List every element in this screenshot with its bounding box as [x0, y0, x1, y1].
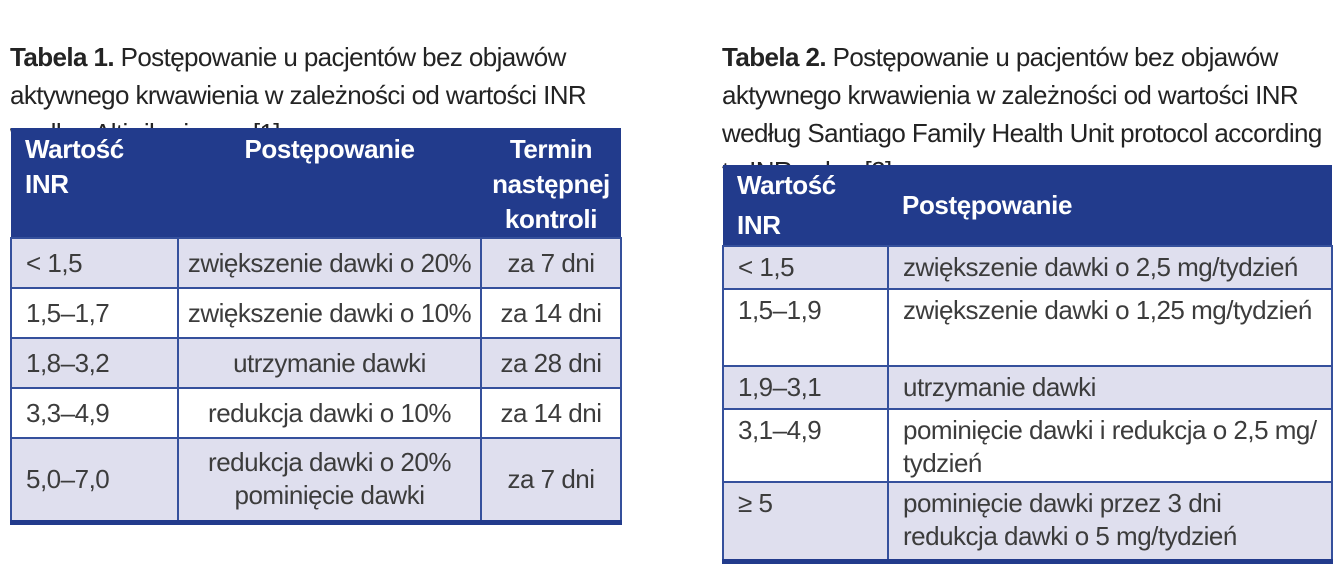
table-inr-santiago: Wartość INR Postępowanie < 1,5 zwiększen…	[722, 165, 1333, 564]
table1-row: < 1,5 zwiększenie dawki o 20% za 7 dni	[10, 237, 622, 289]
table2-header-action: Postępowanie	[888, 165, 1332, 246]
action-cell: redukcja dawki o 10%	[177, 387, 482, 439]
table2-row: 3,1–4,9 pominięcie dawki i redukcja o 2,…	[722, 408, 1333, 483]
inr-value-cell: 1,9–3,1	[722, 365, 889, 410]
table2-row: 1,5–1,9 zwiększenie dawki o 1,25 mg/tydz…	[722, 288, 1333, 367]
action-cell: utrzymanie dawki	[887, 365, 1333, 410]
action-cell: pominięcie dawki przez 3 dni redukcja da…	[887, 481, 1333, 564]
table1-row: 5,0–7,0 redukcja dawki o 20% pominięcie …	[10, 437, 622, 525]
next-check-cell: za 28 dni	[480, 337, 622, 389]
next-check-cell: za 14 dni	[480, 387, 622, 439]
inr-value-cell: ≥ 5	[722, 481, 889, 564]
inr-value-cell: 1,5–1,9	[722, 288, 889, 367]
inr-value-cell: < 1,5	[722, 245, 889, 290]
table1-row: 3,3–4,9 redukcja dawki o 10% za 14 dni	[10, 387, 622, 439]
next-check-cell: za 14 dni	[480, 287, 622, 339]
inr-value-cell: < 1,5	[10, 237, 179, 289]
table1-caption: Tabela 1. Postępowanie u pacjentów bez o…	[10, 38, 628, 152]
table2-row: ≥ 5 pominięcie dawki przez 3 dni redukcj…	[722, 481, 1333, 564]
inr-value-cell: 3,3–4,9	[10, 387, 179, 439]
inr-value-cell: 1,5–1,7	[10, 287, 179, 339]
table2-caption-number: Tabela 2.	[722, 42, 827, 72]
table2-header-row: Wartość INR Postępowanie	[723, 165, 1332, 246]
action-cell: pominięcie dawki i redukcja o 2,5 mg/ ty…	[887, 408, 1333, 483]
action-cell: zwiększenie dawki o 10%	[177, 287, 482, 339]
action-cell: redukcja dawki o 20% pominięcie dawki	[177, 437, 482, 525]
table2-row: < 1,5 zwiększenie dawki o 2,5 mg/tydzień	[722, 245, 1333, 290]
action-cell: zwiększenie dawki o 20%	[177, 237, 482, 289]
table1-header-inr: Wartość INR	[11, 128, 178, 238]
inr-value-cell: 3,1–4,9	[722, 408, 889, 483]
inr-value-cell: 1,8–3,2	[10, 337, 179, 389]
action-cell: utrzymanie dawki	[177, 337, 482, 389]
table1-caption-number: Tabela 1.	[10, 42, 115, 72]
table1-header-row: Wartość INR Postępowanie Termin następne…	[11, 128, 621, 238]
next-check-cell: za 7 dni	[480, 237, 622, 289]
next-check-cell: za 7 dni	[480, 437, 622, 525]
page: { "colors": { "header_bg": "#223b8c", "r…	[10, 38, 1333, 564]
table1-header-next-check: Termin następnej kontroli	[481, 128, 621, 238]
table1-row: 1,8–3,2 utrzymanie dawki za 28 dni	[10, 337, 622, 389]
action-cell: zwiększenie dawki o 1,25 mg/tydzień	[887, 288, 1333, 367]
table2-header-inr: Wartość INR	[723, 165, 888, 246]
action-cell: zwiększenie dawki o 2,5 mg/tydzień	[887, 245, 1333, 290]
table-inr-altirriba: Wartość INR Postępowanie Termin następne…	[10, 128, 622, 525]
table2-row: 1,9–3,1 utrzymanie dawki	[722, 365, 1333, 410]
table1-row: 1,5–1,7 zwiększenie dawki o 10% za 14 dn…	[10, 287, 622, 339]
table1-header-action: Postępowanie	[178, 128, 481, 238]
table1-caption-text: Postępowanie u pacjentów bez objawów akt…	[10, 42, 587, 148]
inr-value-cell: 5,0–7,0	[10, 437, 179, 525]
